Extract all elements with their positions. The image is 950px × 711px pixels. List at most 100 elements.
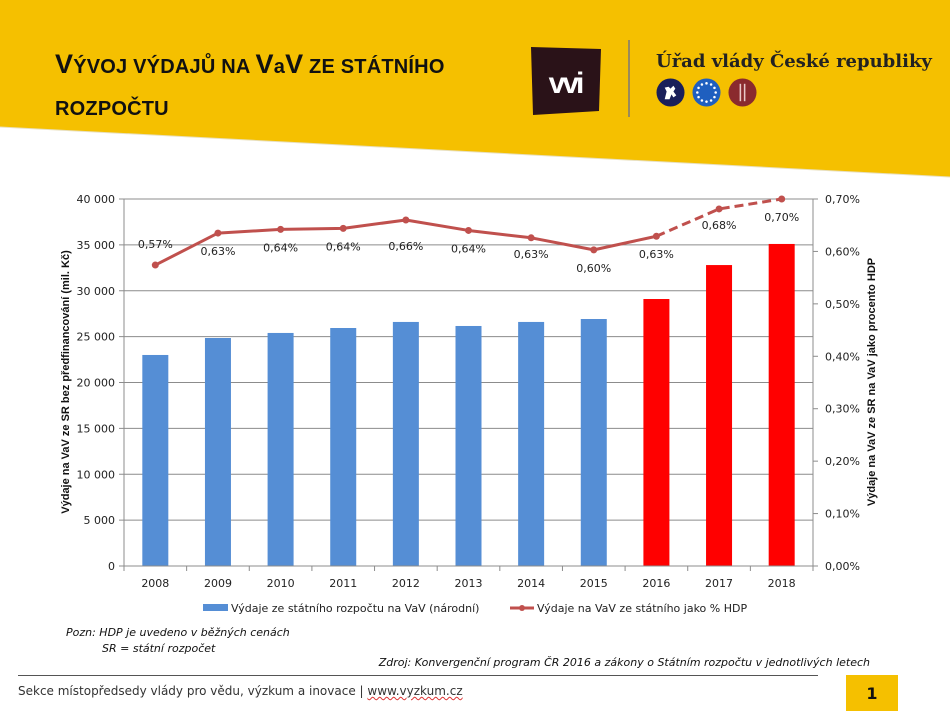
note-line1: Pozn: HDP je uvedeno v běžných cenách <box>66 626 290 639</box>
x-tick-label: 2009 <box>204 577 232 590</box>
legend-line-marker <box>519 605 525 611</box>
footer-section-name: Sekce místopředsedy vlády pro vědu, výzk… <box>18 684 368 698</box>
data-label: 0,68% <box>702 219 737 232</box>
emblems-row <box>656 78 757 107</box>
research-council-emblem-icon <box>728 78 757 107</box>
y-left-tick-label: 10 000 <box>77 468 116 481</box>
y-right-tick-label: 0,50% <box>825 298 860 311</box>
y-right-tick-label: 0,40% <box>825 350 860 363</box>
y-right-tick-label: 0,00% <box>825 560 860 573</box>
line-point-2016 <box>652 232 660 240</box>
legend-bar-label: Výdaje ze státního rozpočtu na VaV (náro… <box>231 602 479 615</box>
page-number: 1 <box>846 675 898 711</box>
data-label: 0,66% <box>388 240 423 253</box>
bar-2017 <box>706 265 733 566</box>
czech-lion-emblem-icon <box>656 78 685 107</box>
line-point-2008 <box>151 261 159 269</box>
x-tick-label: 2014 <box>517 577 545 590</box>
title-part: V <box>255 49 274 79</box>
line-series <box>151 195 786 269</box>
y-right-tick-label: 0,10% <box>825 508 860 521</box>
data-label: 0,63% <box>639 248 674 261</box>
header-background <box>0 0 950 178</box>
vvi-logo: vvi <box>531 47 601 115</box>
line-point-2012 <box>402 216 410 224</box>
slide-title-line2: ROZPOČTU <box>55 98 169 120</box>
title-part: ÝVOJ VÝDAJŮ NA <box>73 56 256 78</box>
x-tick-label: 2010 <box>267 577 295 590</box>
note: Pozn: HDP je uvedeno v běžných cenách SR… <box>66 625 290 657</box>
bar-2008 <box>142 354 169 566</box>
y-left-tick-label: 40 000 <box>77 193 116 206</box>
slide-title-line1: VÝVOJ VÝDAJŮ NA VaV ZE STÁTNÍHO <box>55 44 495 89</box>
y-right-tick-label: 0,60% <box>825 245 860 258</box>
bar-2016 <box>643 299 670 566</box>
x-tick-labels: 2008 2009 2010 2011 2012 2013 2014 2015 2016 2017… <box>141 577 795 590</box>
x-tick-label: 2016 <box>642 577 670 590</box>
data-label: 0,64% <box>263 241 298 254</box>
data-label: 0,64% <box>326 240 361 253</box>
y-left-tick-label: 20 000 <box>77 377 116 390</box>
y-left-tick-label: 25 000 <box>77 331 116 344</box>
bar-2014 <box>518 321 545 566</box>
bar-2015 <box>580 319 607 566</box>
data-label: 0,57% <box>138 238 173 251</box>
x-tick-label: 2015 <box>580 577 608 590</box>
chart: 0 5 000 10 000 15 000 20 000 25 000 30 000 35 0… <box>60 193 878 615</box>
x-tick-label: 2011 <box>329 577 357 590</box>
header-divider <box>628 40 630 117</box>
data-label: 0,64% <box>451 242 486 255</box>
bar-2009 <box>204 338 231 566</box>
bar-2013 <box>455 325 482 566</box>
line-point-2017 <box>715 205 723 213</box>
legend-line-label: Výdaje na VaV ze státního jako % HDP <box>537 602 747 615</box>
eu-stars-emblem-icon <box>692 78 721 107</box>
bars <box>142 243 795 566</box>
line-point-2010 <box>277 225 285 233</box>
government-office-name: Úřad vlády České republiky <box>656 51 932 72</box>
slide-title: VÝVOJ VÝDAJŮ NA VaV ZE STÁTNÍHO ROZPOČTU <box>55 44 495 129</box>
footer-url-link[interactable]: www.vyzkum.cz <box>367 684 463 698</box>
vvi-logo-text: vvi <box>549 67 583 100</box>
line-dashed-segment <box>655 197 782 238</box>
title-part: V <box>55 49 74 79</box>
y-right-tick-label: 0,70% <box>825 193 860 206</box>
line-point-2011 <box>339 224 347 232</box>
y-right-tick-label: 0,30% <box>825 403 860 416</box>
bar-2012 <box>392 321 419 566</box>
legend-bar-swatch <box>203 604 228 611</box>
y-left-tick-label: 35 000 <box>77 239 116 252</box>
line-point-2013 <box>465 226 472 234</box>
x-tick-label: 2008 <box>141 577 169 590</box>
y-left-tick-label: 5 000 <box>84 514 116 527</box>
y-axis-left-label: Výdaje na VaV ze SR bez předfinancování … <box>60 250 72 514</box>
axes <box>119 198 818 571</box>
left-tick-labels: 0 5 000 10 000 15 000 20 000 25 000 30 000 35 0… <box>77 193 116 573</box>
bar-2011 <box>330 328 357 566</box>
y-left-tick-label: 30 000 <box>77 285 116 298</box>
legend: Výdaje ze státního rozpočtu na VaV (náro… <box>203 602 747 615</box>
title-part: a <box>273 56 286 78</box>
footer-text: Sekce místopředsedy vlády pro vědu, výzk… <box>18 684 463 698</box>
x-tick-label: 2013 <box>455 577 483 590</box>
y-left-tick-label: 0 <box>108 560 115 573</box>
x-tick-label: 2018 <box>768 577 796 590</box>
y-right-tick-label: 0,20% <box>825 455 860 468</box>
line-point-2014 <box>527 234 535 242</box>
data-label: 0,63% <box>514 248 549 261</box>
line-point-2015 <box>590 246 598 254</box>
y-axis-right-label: Výdaje na VaV ze SR na VaV jako procento… <box>866 258 878 506</box>
note-line2: SR = státní rozpočet <box>102 642 216 655</box>
bar-2018 <box>768 243 795 566</box>
line-point-2009 <box>214 229 222 237</box>
data-labels: 0,57% 0,63% 0,64% 0,64% 0,66% 0,64% 0,63% 0,60%… <box>138 211 799 275</box>
data-label: 0,60% <box>576 262 611 275</box>
source-note: Zdroj: Konvergenční program ČR 2016 a zá… <box>378 656 870 669</box>
x-tick-label: 2017 <box>705 577 733 590</box>
data-label: 0,70% <box>764 211 799 224</box>
y-left-tick-label: 15 000 <box>77 422 116 435</box>
title-part: V <box>285 49 304 79</box>
bar-2010 <box>267 332 294 566</box>
right-tick-labels: 0,00% 0,10% 0,20% 0,30% 0,40% 0,50% 0,60% 0,70% <box>825 193 860 573</box>
footer-divider <box>18 675 818 676</box>
